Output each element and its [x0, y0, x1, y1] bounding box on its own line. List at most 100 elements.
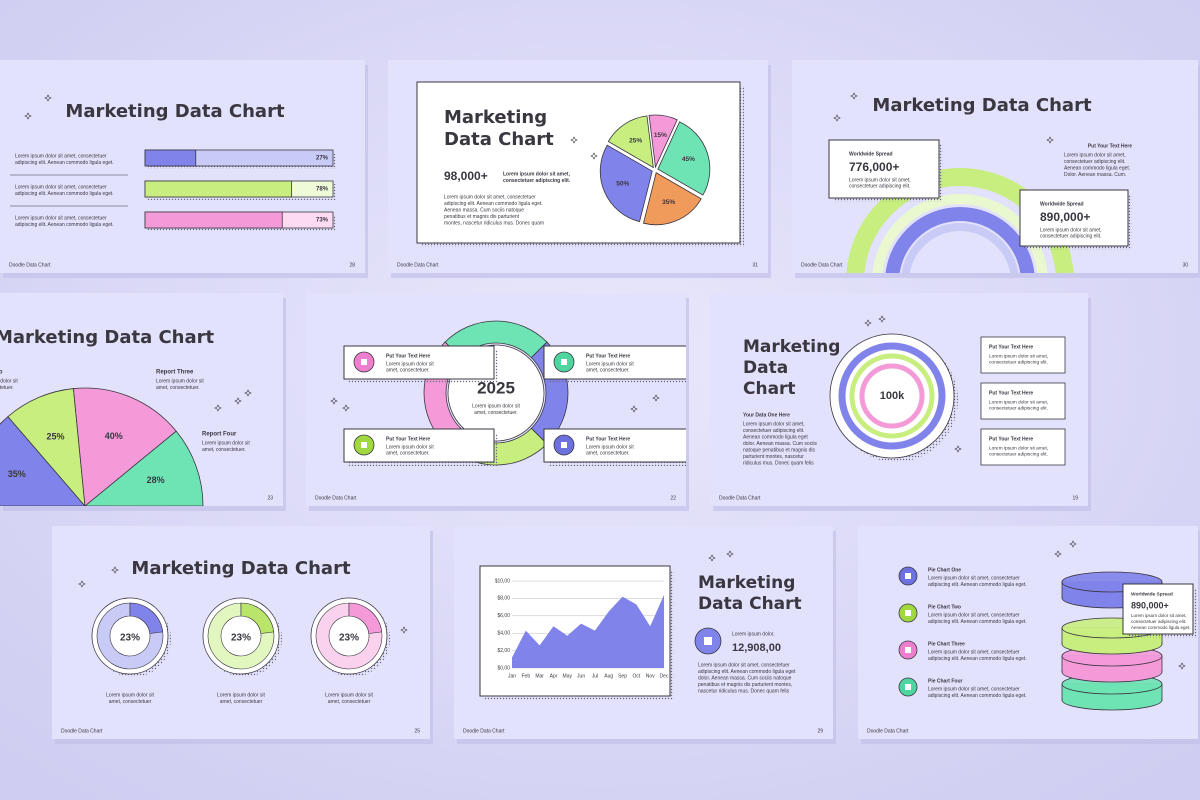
star-doodle: [214, 404, 222, 412]
bar-label: 78%: [316, 187, 329, 193]
icon-glyph: [905, 610, 911, 616]
paragraph-line: adipiscing elit. Aenean commodo ligula e…: [928, 619, 1027, 625]
star-doodle: [630, 405, 638, 413]
paragraph-line: adipiscing elit. Aenean commodo ligula e…: [928, 693, 1027, 699]
slice-label: 28%: [147, 475, 165, 485]
y-tick-label: $2,00: [497, 648, 510, 654]
paragraph-line: consectetuer adipiscing elit.: [1131, 619, 1186, 624]
slide: Doodle Data Chart 29 $0,00 $2,00 $4,00 $6,00 $…: [454, 526, 833, 739]
slice-label: 50%: [616, 180, 629, 187]
paragraph-line: Lorem ipsum dolor sit amet, consectetuer: [15, 184, 107, 190]
icon-glyph: [905, 573, 911, 579]
paragraph-line: Lorem ipsum dolor sit amet, consectetuer: [928, 686, 1020, 692]
paragraph-line: Lorem ipsum dolor sit amet, consectetuer: [928, 649, 1020, 655]
paragraph-line: adipiscing elit. Aenean commodo ligula e…: [444, 201, 543, 207]
y-tick-label: $10,00: [495, 578, 511, 584]
paragraph-line: amet, consectetuer.: [474, 410, 518, 416]
star-doodle: [234, 397, 242, 405]
x-tick-label: Jun: [577, 673, 585, 679]
star-doodle: [1046, 136, 1054, 144]
page-number: 28: [349, 262, 355, 268]
star-doodle: [400, 626, 408, 634]
paragraph-line: nascetur ridiculus mus. Donec quam felis: [698, 688, 790, 694]
slide-title: Marketing Data Chart: [872, 95, 1092, 116]
star-doodle: [1069, 540, 1077, 548]
item-name: Pie Chart Four: [928, 678, 963, 684]
slide-title: Marketing Data Chart: [0, 327, 215, 348]
donut-label: 23%: [120, 633, 140, 644]
paragraph-line: adipiscing elit. Aenean commodo ligula e…: [15, 160, 114, 166]
star-doodle: [708, 554, 716, 562]
paragraph-line: amet, consectetuer: [328, 699, 371, 705]
icon-glyph: [704, 637, 712, 645]
item-name: Pie Chart Three: [928, 641, 965, 647]
stat: 12,908,00: [732, 642, 781, 654]
x-tick-label: Oct: [632, 673, 640, 679]
center-label: 100k: [880, 390, 905, 402]
star-doodle: [726, 550, 734, 558]
card: [828, 139, 940, 199]
slide-title: Marketing Data Chart: [65, 101, 285, 122]
card-stat: 890,000+: [1040, 210, 1090, 224]
ring: [838, 342, 946, 450]
slide: Doodle Data Chart 22 2025 Lorem ipsum dolor…: [306, 293, 686, 506]
pie-slice: [657, 121, 711, 196]
paragraph-line: amet, consectetuer.: [156, 385, 200, 391]
item-heading: Put Your Text Here: [386, 436, 430, 442]
footer-text: Doodle Data Chart: [315, 495, 357, 501]
page-number: 31: [752, 262, 758, 268]
footer-text: Doodle Data Chart: [9, 262, 51, 268]
paragraph-line: Lorem ipsum dolor sit: [217, 692, 265, 698]
y-tick-label: $8,00: [497, 596, 510, 602]
item-box: [980, 336, 1066, 374]
paragraph-line: Lorem ipsum dolor sit: [386, 361, 434, 367]
donut-value: [348, 602, 383, 634]
paragraph-line: adipiscing elit. Aenean commodo ligula e…: [928, 582, 1027, 588]
card-stat: 776,000+: [849, 160, 899, 174]
paragraph-line: consectetuer adipiscing elit.: [503, 178, 571, 184]
paragraph-line: Lorem ipsum dolor sit: [156, 378, 204, 384]
y-tick-label: $6,00: [497, 613, 510, 619]
icon-glyph: [561, 442, 567, 448]
icon-glyph: [361, 359, 367, 365]
item-heading: Put Your Text Here: [586, 436, 630, 442]
slide-title: Marketing: [743, 337, 840, 357]
star-doodle: [850, 92, 858, 100]
footer-text: Doodle Data Chart: [867, 728, 909, 734]
star-doodle: [1054, 550, 1062, 558]
paragraph-line: amet, consectetuer.: [586, 367, 630, 373]
star-doodle: [342, 404, 350, 412]
paragraph-line: montes, nascetur ridiculus mus. Donec qu…: [444, 220, 544, 226]
card-label: Worldwide Spread: [1040, 201, 1084, 207]
paragraph-line: Lorem ipsum dolor sit: [202, 440, 250, 446]
report-name: Report Four: [202, 432, 237, 438]
decor-arc: [885, 207, 1035, 273]
slide: Doodle Data Chart Pie Chart One Lorem ipsu…: [858, 526, 1198, 739]
paragraph-line: dolor. Aenean massa. Cum sociis: [743, 441, 817, 447]
item-name: Pie Chart One: [928, 567, 961, 573]
pie-slice: [72, 387, 177, 506]
slide: 23 Marketing Data Chart Report Two Lorem ip…: [0, 293, 283, 506]
paragraph-line: penatibus et magnis dis parturient: [444, 214, 520, 220]
donut-label: 23%: [231, 633, 251, 644]
paragraph-line: Aenean massa. Cum sociis natoque: [444, 207, 524, 213]
item-box: [980, 428, 1066, 466]
report-name: Report Three: [156, 370, 194, 376]
slice-label: 35%: [662, 199, 675, 206]
paragraph-line: Aenean commodo ligula eget.: [1131, 625, 1191, 630]
paragraph-line: amet, consectetuer: [109, 699, 152, 705]
paragraph-line: consectetuer adipiscing elit.: [849, 183, 910, 189]
star-doodle: [1178, 662, 1186, 670]
area: [512, 594, 664, 668]
slide: Doodle Data Chart 25 Marketing Data Chart 2…: [52, 526, 430, 739]
paragraph-line: Lorem ipsum dolor sit amet,: [503, 171, 571, 177]
item-heading: Put Your Text Here: [586, 353, 630, 359]
page-number: 22: [670, 495, 676, 501]
paragraph-line: amet, consectetuer: [220, 699, 263, 705]
paragraph-line: Lorem ipsum dolor sit amet, consectetuer: [928, 575, 1020, 581]
paragraph-line: amet, consectetuer.: [0, 385, 14, 391]
icon-glyph: [361, 442, 367, 448]
side-heading: Put Your Text Here: [1088, 143, 1132, 149]
